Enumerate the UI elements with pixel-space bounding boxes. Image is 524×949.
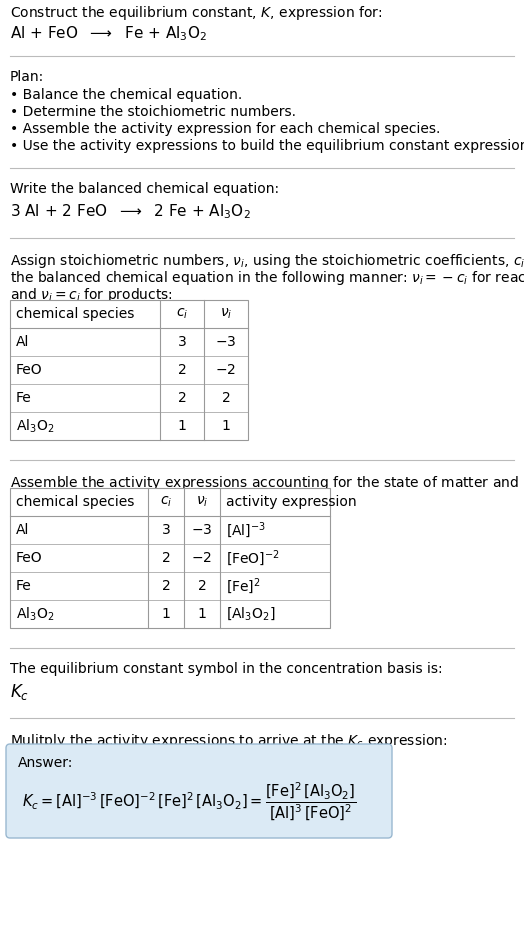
Text: • Assemble the activity expression for each chemical species.: • Assemble the activity expression for e…	[10, 122, 440, 136]
Text: chemical species: chemical species	[16, 307, 134, 321]
Text: 2: 2	[222, 391, 231, 405]
Text: 2: 2	[161, 551, 170, 565]
Text: $-2$: $-2$	[215, 363, 236, 377]
Text: Assemble the activity expressions accounting for the state of matter and $\nu_i$: Assemble the activity expressions accoun…	[10, 474, 524, 492]
Text: The equilibrium constant symbol in the concentration basis is:: The equilibrium constant symbol in the c…	[10, 662, 443, 676]
Text: 2: 2	[198, 579, 206, 593]
Text: the balanced chemical equation in the following manner: $\nu_i = -c_i$ for react: the balanced chemical equation in the fo…	[10, 269, 524, 287]
Text: Al: Al	[16, 523, 29, 537]
Text: $K_c$: $K_c$	[10, 682, 29, 702]
Bar	[10, 488, 330, 628]
Text: and $\nu_i = c_i$ for products:: and $\nu_i = c_i$ for products:	[10, 286, 173, 304]
Text: Answer:: Answer:	[18, 756, 73, 770]
Text: Fe: Fe	[16, 579, 32, 593]
Text: $-3$: $-3$	[215, 335, 237, 349]
Text: 2: 2	[178, 363, 187, 377]
Text: • Balance the chemical equation.: • Balance the chemical equation.	[10, 88, 242, 102]
Text: $[\mathrm{FeO}]^{-2}$: $[\mathrm{FeO}]^{-2}$	[226, 549, 280, 568]
Text: Al$_3$O$_2$: Al$_3$O$_2$	[16, 605, 54, 623]
Text: $[\mathrm{Al_3O_2}]$: $[\mathrm{Al_3O_2}]$	[226, 605, 276, 623]
Text: 2: 2	[161, 579, 170, 593]
Bar	[10, 300, 248, 440]
Text: $[\mathrm{Fe}]^{2}$: $[\mathrm{Fe}]^{2}$	[226, 576, 261, 596]
Text: Fe: Fe	[16, 391, 32, 405]
Text: 1: 1	[161, 607, 170, 621]
Text: activity expression: activity expression	[226, 495, 357, 509]
Text: Assign stoichiometric numbers, $\nu_i$, using the stoichiometric coefficients, $: Assign stoichiometric numbers, $\nu_i$, …	[10, 252, 524, 270]
Text: $-3$: $-3$	[191, 523, 213, 537]
Text: chemical species: chemical species	[16, 495, 134, 509]
Text: $K_c = [\mathrm{Al}]^{-3}\,[\mathrm{FeO}]^{-2}\,[\mathrm{Fe}]^2\,[\mathrm{Al_3O_: $K_c = [\mathrm{Al}]^{-3}\,[\mathrm{FeO}…	[22, 781, 357, 823]
Text: Plan:: Plan:	[10, 70, 44, 84]
Text: • Use the activity expressions to build the equilibrium constant expression.: • Use the activity expressions to build …	[10, 139, 524, 153]
Text: 3 Al + 2 FeO  $\longrightarrow$  2 Fe + Al$_3$O$_2$: 3 Al + 2 FeO $\longrightarrow$ 2 Fe + Al…	[10, 202, 250, 221]
Text: 3: 3	[178, 335, 187, 349]
Text: Al: Al	[16, 335, 29, 349]
Text: 3: 3	[161, 523, 170, 537]
Text: 1: 1	[222, 419, 231, 433]
Text: $[\mathrm{Al}]^{-3}$: $[\mathrm{Al}]^{-3}$	[226, 520, 266, 540]
Text: Construct the equilibrium constant, $K$, expression for:: Construct the equilibrium constant, $K$,…	[10, 4, 383, 22]
Text: $\nu_i$: $\nu_i$	[220, 307, 232, 321]
Text: 1: 1	[178, 419, 187, 433]
Text: • Determine the stoichiometric numbers.: • Determine the stoichiometric numbers.	[10, 105, 296, 119]
Text: FeO: FeO	[16, 363, 42, 377]
Text: 2: 2	[178, 391, 187, 405]
FancyBboxPatch shape	[6, 744, 392, 838]
Text: $-2$: $-2$	[191, 551, 213, 565]
Text: Write the balanced chemical equation:: Write the balanced chemical equation:	[10, 182, 279, 196]
Text: 1: 1	[198, 607, 206, 621]
Text: Mulitply the activity expressions to arrive at the $K_c$ expression:: Mulitply the activity expressions to arr…	[10, 732, 447, 750]
Text: Al$_3$O$_2$: Al$_3$O$_2$	[16, 418, 54, 435]
Text: FeO: FeO	[16, 551, 42, 565]
Text: Al + FeO  $\longrightarrow$  Fe + Al$_3$O$_2$: Al + FeO $\longrightarrow$ Fe + Al$_3$O$…	[10, 24, 207, 43]
Text: $\nu_i$: $\nu_i$	[196, 494, 208, 510]
Text: $c_i$: $c_i$	[176, 307, 188, 321]
Text: $c_i$: $c_i$	[160, 494, 172, 510]
